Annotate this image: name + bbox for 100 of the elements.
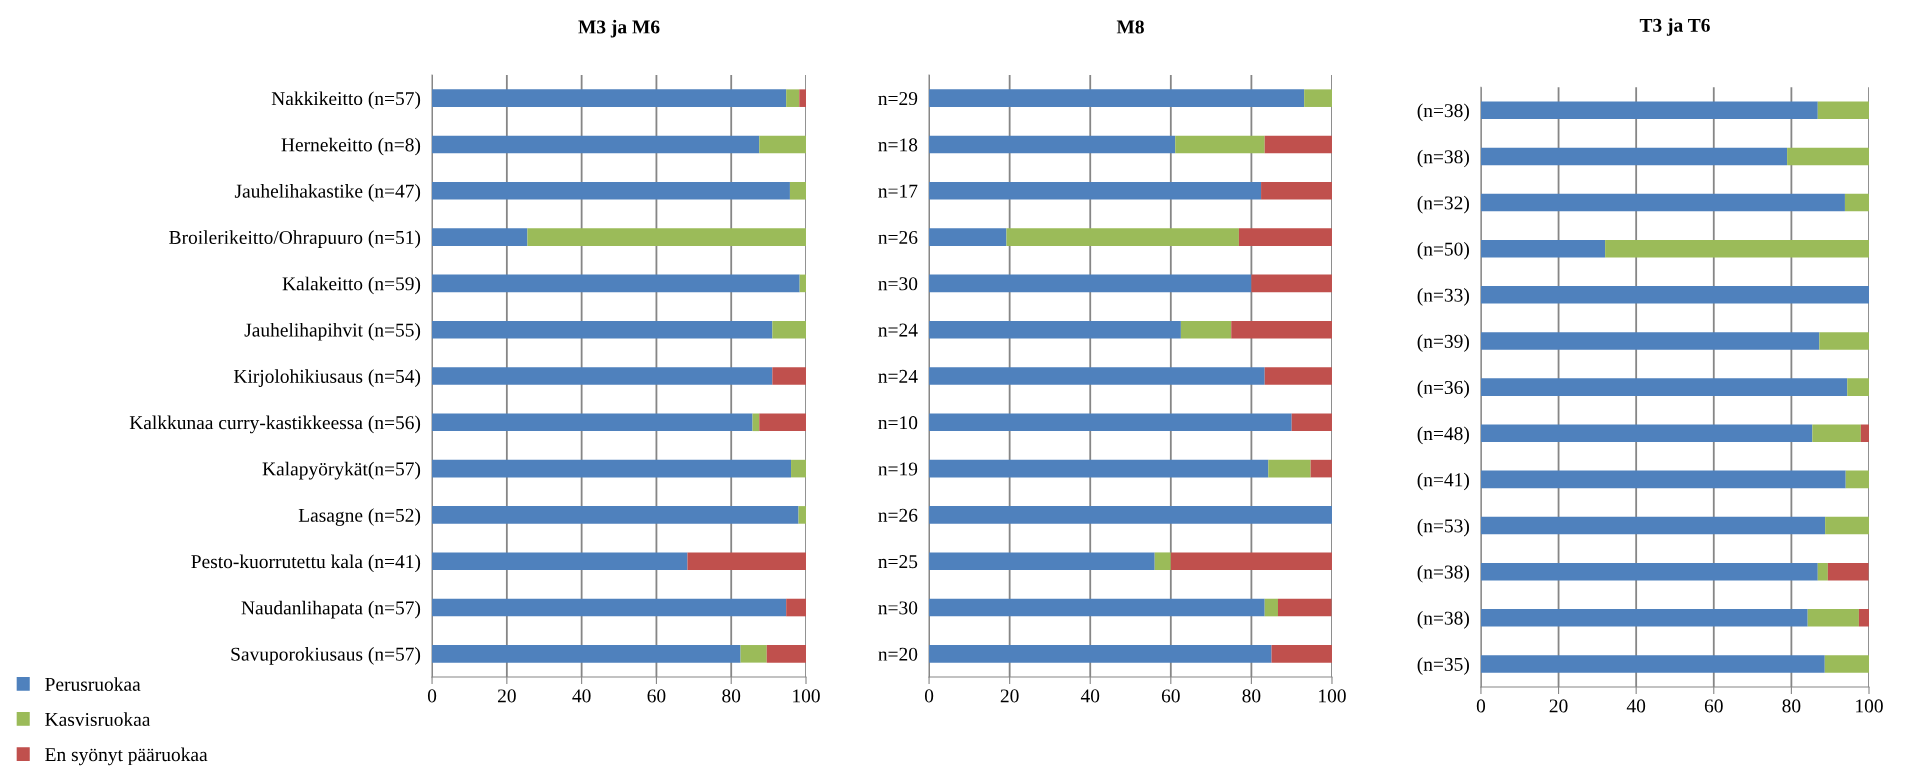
- bar: [929, 367, 1265, 385]
- y-tick-label: (n=53): [1417, 518, 1469, 537]
- y-tick-label: (n=48): [1417, 426, 1469, 445]
- x-tick-label: 80: [722, 689, 741, 703]
- bar: [1251, 274, 1332, 293]
- bar: [1480, 332, 1820, 350]
- bar: [929, 89, 1305, 107]
- bar: [1480, 378, 1848, 396]
- x-tick-label: 60: [647, 689, 666, 703]
- y-tick-label: (n=33): [1417, 288, 1469, 306]
- bar: [929, 459, 1269, 478]
- x-tick-label: 0: [427, 689, 437, 703]
- bar: [687, 552, 807, 571]
- chart-title: M8: [1116, 20, 1144, 34]
- bar: [759, 413, 807, 432]
- y-tick-label: n=25: [878, 555, 918, 569]
- y-tick-label: (n=38): [1417, 564, 1469, 583]
- x-tick-label: 100: [1319, 689, 1346, 703]
- bar: [1480, 424, 1813, 443]
- bar: [1827, 562, 1869, 581]
- bar: [798, 506, 807, 524]
- x-tick-label: 20: [1000, 689, 1019, 703]
- y-tick-label: Jauhelihapihvit (n=55): [244, 322, 421, 341]
- bar: [1170, 552, 1332, 571]
- bar: [929, 506, 1332, 524]
- y-tick-label: n=18: [878, 138, 918, 152]
- bar: [766, 645, 807, 663]
- bar: [786, 89, 800, 107]
- bar: [929, 598, 1265, 617]
- bar: [1812, 424, 1861, 443]
- x-tick-label: 60: [1704, 699, 1723, 713]
- bar: [432, 552, 688, 571]
- bar: [929, 552, 1155, 571]
- bar: [1238, 228, 1332, 246]
- y-tick-label: n=26: [878, 508, 918, 522]
- bar: [1480, 609, 1808, 627]
- bar: [1154, 552, 1171, 571]
- y-tick-label: (n=38): [1417, 149, 1469, 168]
- legend-label: Perusruokaa: [45, 677, 141, 691]
- y-tick-label: Kirjolohikiusaus (n=54): [233, 369, 421, 387]
- bar: [432, 135, 760, 154]
- bar: [1845, 470, 1869, 489]
- bar: [1264, 135, 1332, 154]
- bar: [1480, 101, 1818, 120]
- bar: [1480, 286, 1869, 304]
- bar: [1480, 470, 1846, 489]
- bar: [1310, 459, 1332, 478]
- y-tick-label: n=17: [878, 184, 918, 198]
- bar: [1480, 239, 1606, 258]
- y-tick-label: (n=38): [1417, 103, 1469, 122]
- bar: [1264, 367, 1332, 385]
- bar: [1605, 239, 1869, 258]
- bar: [432, 506, 799, 524]
- bar: [1271, 645, 1332, 663]
- bar: [772, 320, 807, 339]
- bar: [1858, 609, 1869, 627]
- bar: [432, 320, 773, 339]
- bar: [432, 598, 787, 617]
- y-tick-label: (n=36): [1417, 380, 1469, 398]
- y-tick-label: n=29: [878, 92, 918, 106]
- bar: [929, 274, 1252, 293]
- bar: [1006, 228, 1239, 246]
- y-tick-label: n=24: [878, 369, 918, 383]
- bar: [1480, 655, 1825, 673]
- bar: [1268, 459, 1311, 478]
- y-tick-label: (n=41): [1417, 472, 1469, 491]
- bar: [1819, 332, 1869, 350]
- y-tick-label: Nakkikeitto (n=57): [271, 91, 421, 110]
- y-tick-label: n=26: [878, 230, 918, 245]
- bar: [1480, 562, 1818, 581]
- y-tick-label: Savuporokiusaus (n=57): [231, 647, 421, 665]
- bar: [929, 320, 1181, 339]
- y-tick-label: Hernekeitto (n=8): [281, 137, 421, 156]
- chart-title: M3 ja M6: [578, 19, 660, 38]
- x-tick-label: 100: [1856, 699, 1883, 713]
- x-tick-label: 80: [1242, 689, 1261, 703]
- bar: [799, 89, 807, 107]
- y-tick-label: n=30: [878, 277, 918, 291]
- bar: [1787, 147, 1869, 166]
- x-tick-label: 100: [793, 689, 820, 703]
- bar: [929, 228, 1007, 246]
- bar: [1175, 135, 1265, 154]
- bar: [1264, 598, 1278, 617]
- bar: [1817, 101, 1869, 120]
- bar: [929, 181, 1262, 200]
- legend-label: Kasvisruokaa: [45, 712, 151, 727]
- x-tick-label: 40: [1080, 689, 1100, 703]
- legend-label: En syönyt pääruokaa: [45, 747, 208, 766]
- bar: [432, 645, 741, 663]
- bar: [1291, 413, 1332, 432]
- y-tick-label: Jauhelihakastike (n=47): [234, 184, 421, 202]
- bar: [1807, 609, 1859, 627]
- bar: [789, 181, 807, 200]
- y-tick-label: (n=39): [1417, 334, 1469, 352]
- bar: [1844, 193, 1869, 212]
- x-tick-label: 80: [1782, 699, 1801, 713]
- y-tick-label: (n=50): [1417, 241, 1469, 260]
- x-tick-label: 0: [924, 689, 934, 703]
- bar: [527, 228, 807, 246]
- y-tick-label: n=24: [878, 323, 918, 337]
